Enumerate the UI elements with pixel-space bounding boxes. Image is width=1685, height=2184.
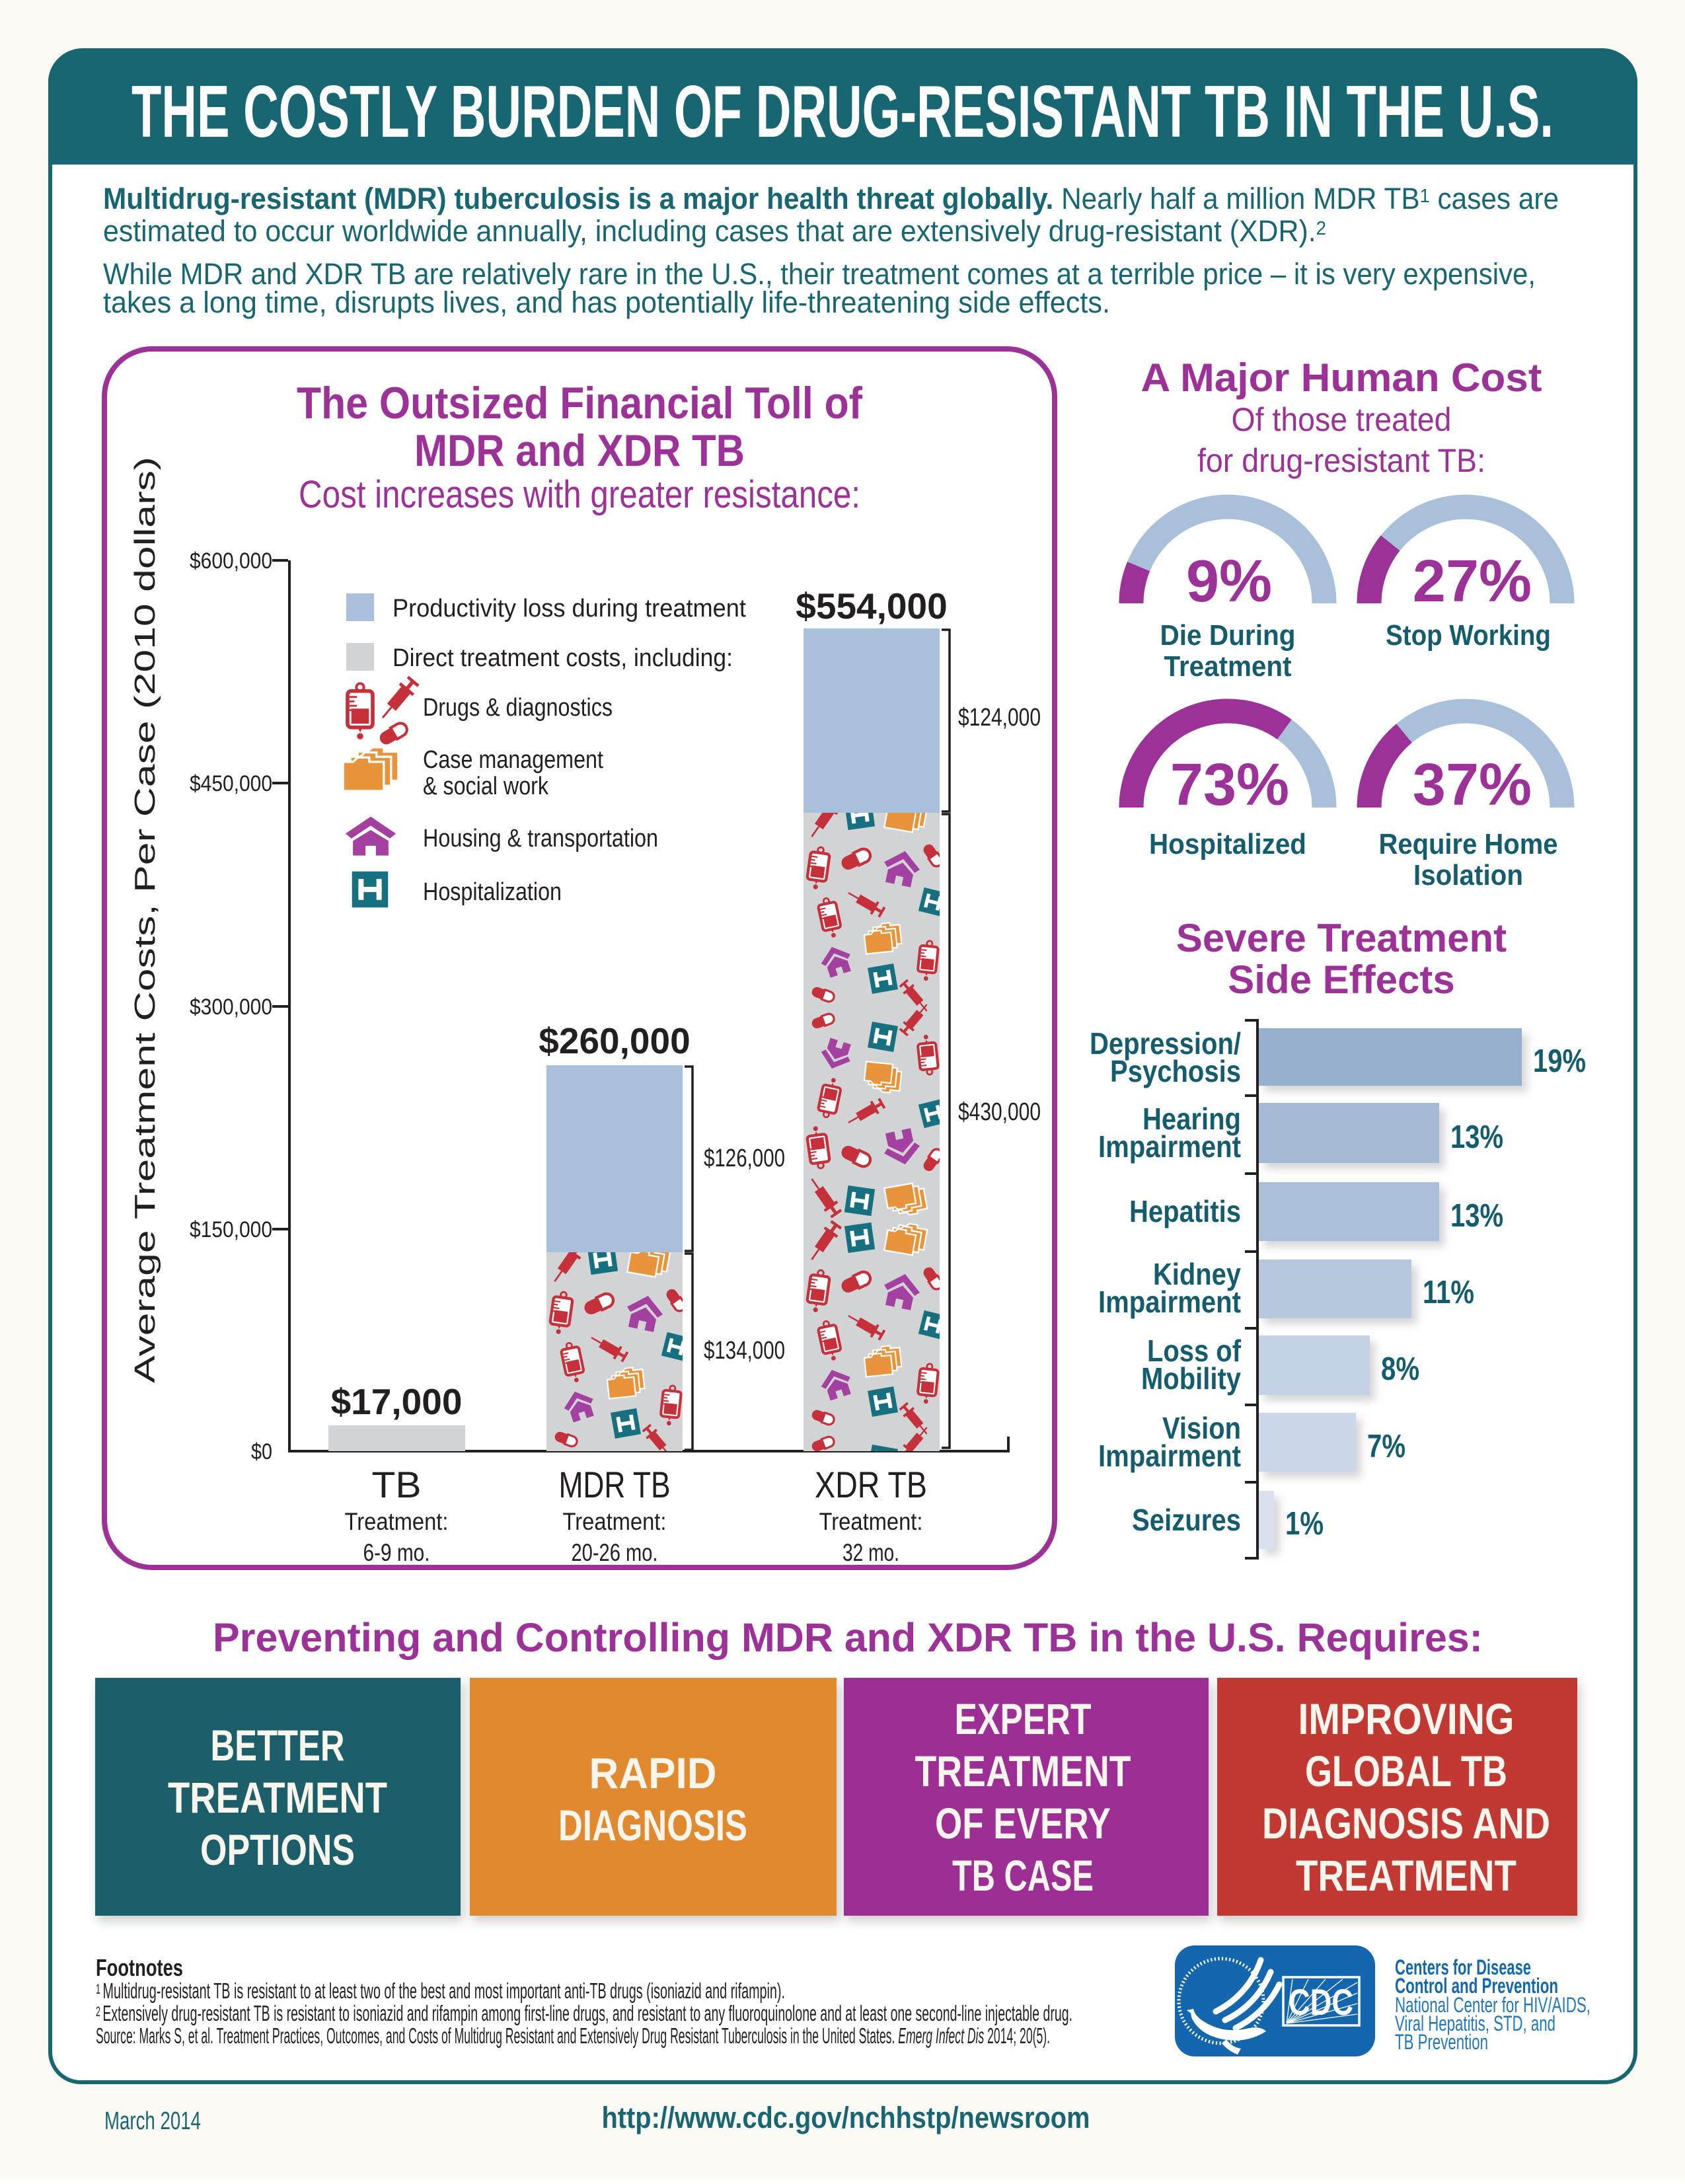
svg-text:Vision: Vision xyxy=(1162,1411,1241,1445)
svg-text:13%: 13% xyxy=(1450,1119,1503,1155)
svg-text:Impairment: Impairment xyxy=(1098,1285,1241,1319)
svg-text:Depression/: Depression/ xyxy=(1090,1026,1241,1061)
svg-text:Severe Treatment: Severe Treatment xyxy=(1176,916,1507,960)
svg-text:& social work: & social work xyxy=(423,772,549,800)
svg-text:RAPID: RAPID xyxy=(589,1749,717,1797)
svg-text:The Outsized Financial Toll of: The Outsized Financial Toll of xyxy=(297,378,862,428)
svg-text:6-9 mo.: 6-9 mo. xyxy=(363,1539,430,1566)
svg-text:estimated to occur worldwide a: estimated to occur worldwide annually, i… xyxy=(103,214,1326,248)
svg-text:THE COSTLY BURDEN OF DRUG-RESI: THE COSTLY BURDEN OF DRUG-RESISTANT TB I… xyxy=(131,71,1554,153)
svg-text:7%: 7% xyxy=(1367,1429,1405,1464)
svg-text:9%: 9% xyxy=(1186,548,1272,615)
svg-text:MDR and XDR TB: MDR and XDR TB xyxy=(414,426,745,476)
svg-text:$430,000: $430,000 xyxy=(958,1098,1041,1126)
svg-text:$134,000: $134,000 xyxy=(704,1337,785,1365)
svg-text:Mobility: Mobility xyxy=(1141,1361,1241,1396)
svg-text:$124,000: $124,000 xyxy=(958,704,1041,732)
svg-text:TB: TB xyxy=(372,1464,422,1505)
svg-text:Footnotes: Footnotes xyxy=(96,1954,183,1981)
svg-text:$126,000: $126,000 xyxy=(704,1145,785,1172)
svg-text:Die During: Die During xyxy=(1160,619,1296,652)
svg-text:Drugs & diagnostics: Drugs & diagnostics xyxy=(423,694,613,722)
svg-text:Hospitalized: Hospitalized xyxy=(1149,828,1306,860)
svg-text:73%: 73% xyxy=(1170,752,1289,818)
svg-text:XDR TB: XDR TB xyxy=(815,1464,927,1505)
svg-text:Side Effects: Side Effects xyxy=(1228,958,1454,1002)
svg-text:1 Multidrug-resistant TB is re: 1 Multidrug-resistant TB is resistant to… xyxy=(96,1978,785,2003)
svg-text:Psychosis: Psychosis xyxy=(1110,1054,1241,1088)
svg-text:$600,000: $600,000 xyxy=(190,548,272,574)
svg-text:Housing & transportation: Housing & transportation xyxy=(423,825,658,852)
svg-text:National Center for HIV/AIDS,: National Center for HIV/AIDS, xyxy=(1395,1993,1591,2017)
svg-text:IMPROVING: IMPROVING xyxy=(1298,1694,1515,1743)
svg-text:$554,000: $554,000 xyxy=(796,585,947,626)
svg-text:DIAGNOSIS AND: DIAGNOSIS AND xyxy=(1262,1799,1550,1848)
svg-text:TREATMENT: TREATMENT xyxy=(1296,1851,1516,1900)
svg-text:BETTER: BETTER xyxy=(211,1721,345,1770)
svg-text:takes a long time, disrupts li: takes a long time, disrupts lives, and h… xyxy=(103,285,1110,319)
svg-text:$17,000: $17,000 xyxy=(331,1381,463,1422)
svg-text:27%: 27% xyxy=(1413,548,1532,615)
svg-text:Multidrug-resistant (MDR) tube: Multidrug-resistant (MDR) tuberculosis i… xyxy=(103,182,1559,215)
svg-text:Impairment: Impairment xyxy=(1098,1439,1241,1473)
svg-text:Treatment:: Treatment: xyxy=(819,1508,923,1535)
svg-text:TREATMENT: TREATMENT xyxy=(168,1773,387,1822)
svg-text:$300,000: $300,000 xyxy=(190,995,272,1020)
svg-text:Direct treatment costs, includ: Direct treatment costs, including: xyxy=(393,644,733,672)
svg-text:Treatment: Treatment xyxy=(1164,650,1292,683)
svg-text:32 mo.: 32 mo. xyxy=(842,1539,899,1566)
svg-text:$0: $0 xyxy=(251,1439,272,1464)
svg-text:Average Treatment Costs, Per C: Average Treatment Costs, Per Case (2010 … xyxy=(129,457,161,1383)
svg-text:While MDR and XDR TB are relat: While MDR and XDR TB are relatively rare… xyxy=(103,257,1536,291)
svg-text:Loss of: Loss of xyxy=(1147,1334,1242,1368)
svg-text:Productivity loss during treat: Productivity loss during treatment xyxy=(393,595,746,622)
svg-text:CDC: CDC xyxy=(1289,1981,1353,2023)
svg-text:11%: 11% xyxy=(1423,1275,1474,1310)
svg-text:Stop Working: Stop Working xyxy=(1386,619,1551,652)
svg-text:Isolation: Isolation xyxy=(1413,859,1523,891)
svg-text:19%: 19% xyxy=(1533,1043,1586,1079)
svg-text:TREATMENT: TREATMENT xyxy=(915,1747,1131,1795)
svg-text:TB Prevention: TB Prevention xyxy=(1395,2030,1488,2054)
svg-text:Treatment:: Treatment: xyxy=(563,1508,667,1535)
svg-text:Viral Hepatitis, STD, and: Viral Hepatitis, STD, and xyxy=(1395,2012,1555,2035)
svg-text:Of those treated: Of those treated xyxy=(1232,401,1452,438)
svg-text:Cost increases with greater re: Cost increases with greater resistance: xyxy=(299,473,860,516)
svg-text:Preventing and Controlling MDR: Preventing and Controlling MDR and XDR T… xyxy=(213,1615,1483,1660)
svg-text:EXPERT: EXPERT xyxy=(955,1694,1092,1743)
svg-text:13%: 13% xyxy=(1450,1198,1503,1234)
svg-text:MDR TB: MDR TB xyxy=(559,1464,671,1505)
svg-text:Treatment:: Treatment: xyxy=(345,1508,449,1535)
svg-text:2 Extensively drug-resistant T: 2 Extensively drug-resistant TB is resis… xyxy=(96,2001,1072,2025)
svg-text:Case management: Case management xyxy=(423,746,603,774)
svg-text:$260,000: $260,000 xyxy=(539,1020,690,1061)
svg-text:Source: Marks S, et al. Treatm: Source: Marks S, et al. Treatment Practi… xyxy=(96,2023,1050,2048)
svg-text:DIAGNOSIS: DIAGNOSIS xyxy=(558,1801,747,1850)
svg-text:for drug-resistant TB:: for drug-resistant TB: xyxy=(1197,442,1485,479)
svg-text:Hearing: Hearing xyxy=(1142,1102,1241,1136)
svg-text:8%: 8% xyxy=(1381,1351,1419,1387)
svg-text:Seizures: Seizures xyxy=(1132,1503,1241,1537)
svg-text:OF EVERY: OF EVERY xyxy=(935,1799,1111,1848)
svg-text:$150,000: $150,000 xyxy=(190,1217,272,1242)
svg-text:March 2014: March 2014 xyxy=(104,2107,201,2135)
svg-text:OPTIONS: OPTIONS xyxy=(200,1825,355,1874)
svg-text:37%: 37% xyxy=(1413,752,1532,818)
svg-text:20-26 mo.: 20-26 mo. xyxy=(572,1539,658,1566)
svg-text:Hepatitis: Hepatitis xyxy=(1129,1194,1241,1228)
svg-text:A Major Human Cost: A Major Human Cost xyxy=(1141,356,1542,400)
svg-text:Hospitalization: Hospitalization xyxy=(423,878,562,906)
svg-text:Centers for Disease: Centers for Disease xyxy=(1395,1955,1531,1979)
svg-text:GLOBAL TB: GLOBAL TB xyxy=(1305,1747,1507,1795)
svg-text:http://www.cdc.gov/nchhstp/new: http://www.cdc.gov/nchhstp/newsroom xyxy=(602,2101,1090,2134)
svg-text:$450,000: $450,000 xyxy=(190,771,272,796)
svg-text:Kidney: Kidney xyxy=(1153,1257,1241,1291)
svg-text:TB CASE: TB CASE xyxy=(952,1851,1094,1900)
svg-text:Impairment: Impairment xyxy=(1098,1129,1241,1164)
svg-text:Control and Prevention: Control and Prevention xyxy=(1395,1974,1558,1998)
svg-text:1%: 1% xyxy=(1285,1506,1324,1542)
svg-text:Require Home: Require Home xyxy=(1379,828,1558,860)
